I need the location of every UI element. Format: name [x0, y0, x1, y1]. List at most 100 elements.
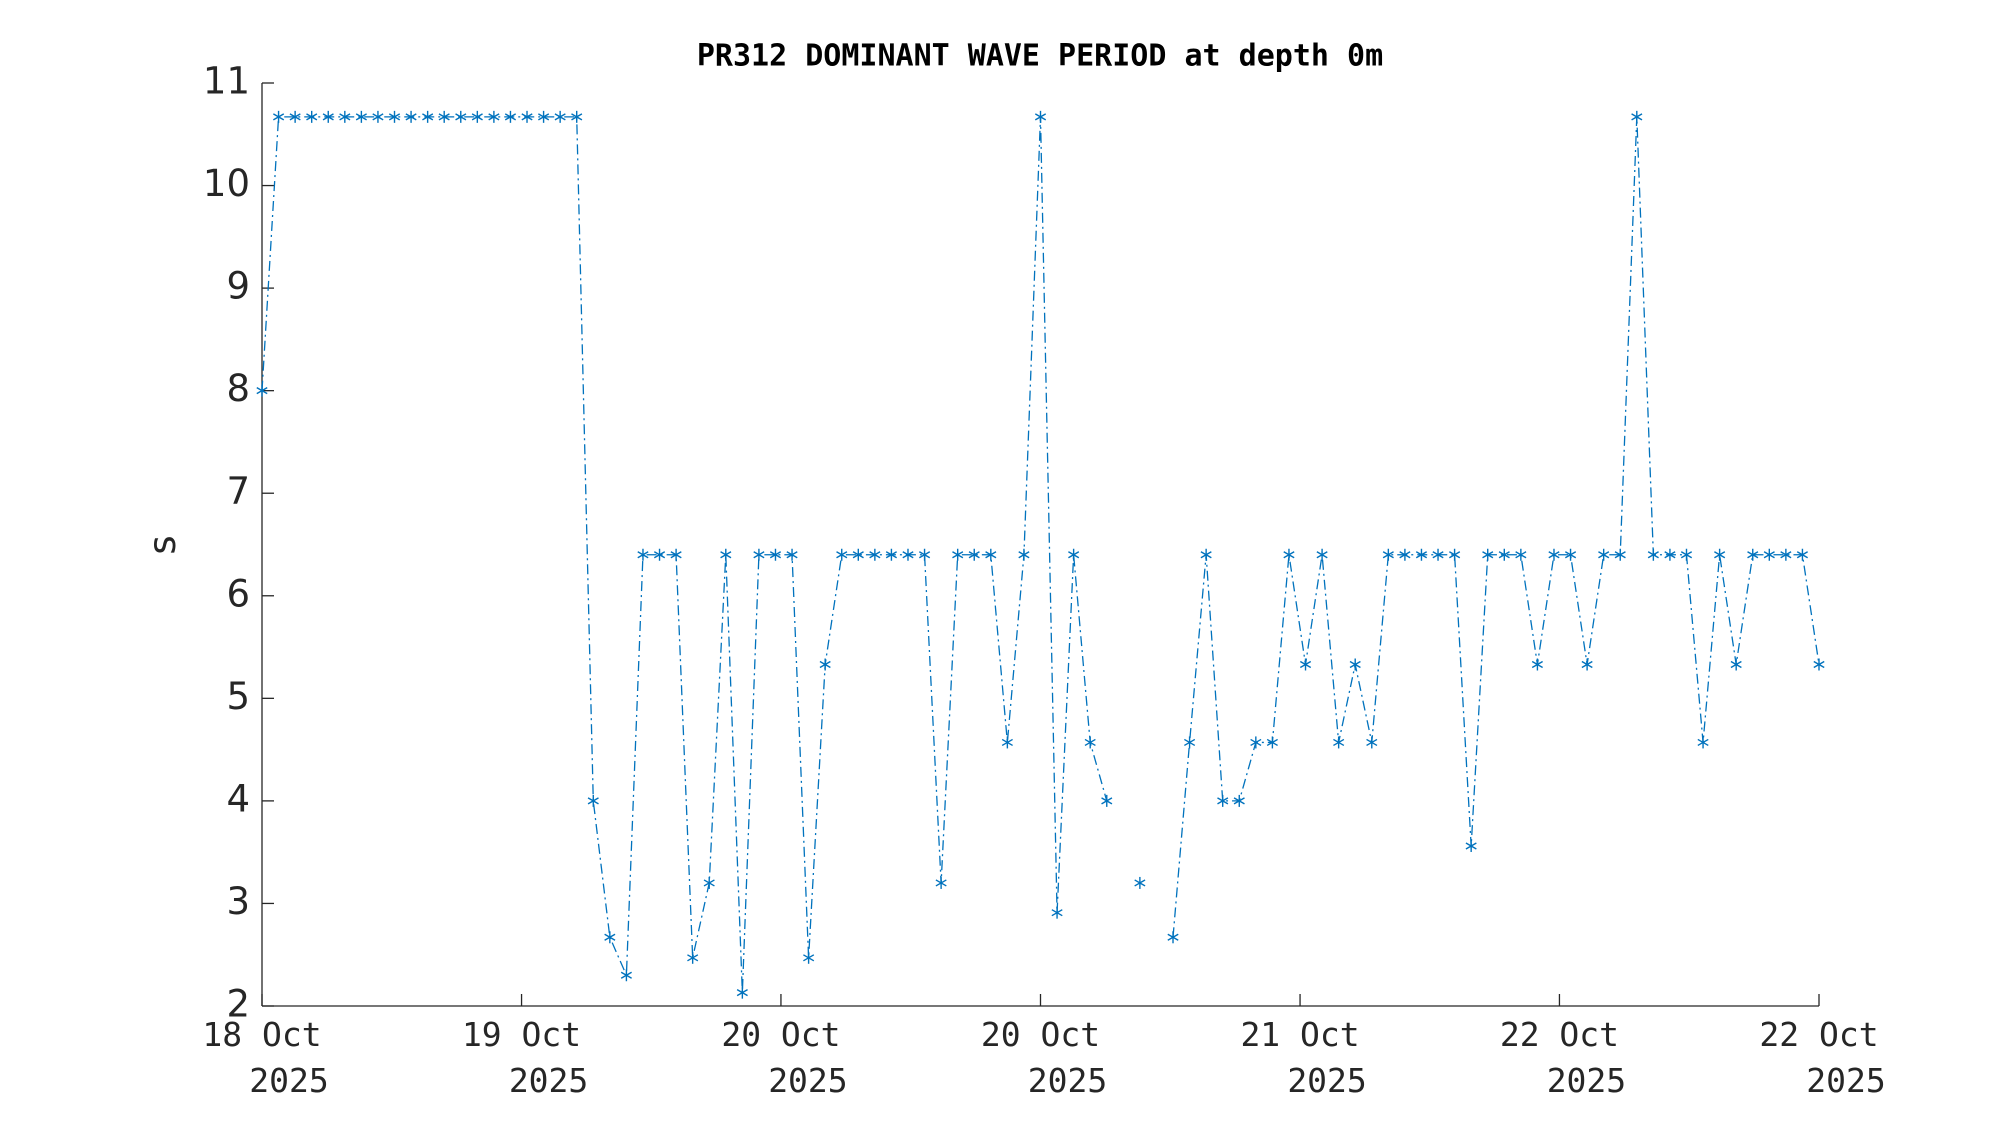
- data-marker: [1780, 548, 1792, 561]
- data-marker: [306, 110, 318, 123]
- x-tick-label: 20 Oct 2025: [981, 1015, 1107, 1100]
- data-marker: [1747, 548, 1759, 561]
- data-marker: [1647, 548, 1659, 561]
- data-marker: [952, 548, 964, 561]
- x-tick-label: 22 Oct 2025: [1759, 1015, 1885, 1100]
- data-marker: [670, 548, 682, 561]
- data-marker: [653, 548, 666, 561]
- data-marker: [836, 548, 848, 561]
- data-marker: [1068, 548, 1080, 561]
- data-marker: [289, 110, 301, 123]
- y-tick-label: 3: [226, 880, 250, 923]
- data-marker: [1813, 658, 1825, 671]
- data-marker: [968, 548, 980, 561]
- data-marker: [1382, 548, 1394, 561]
- data-marker: [438, 110, 450, 123]
- x-tick-label: 21 Oct 2025: [1240, 1015, 1366, 1100]
- data-marker: [422, 110, 434, 123]
- data-marker: [1051, 906, 1063, 919]
- data-marker: [339, 110, 351, 123]
- data-marker: [1598, 548, 1610, 561]
- data-marker: [1763, 548, 1775, 561]
- data-marker: [554, 110, 566, 123]
- data-marker: [405, 110, 417, 123]
- x-tick-label: 19 Oct 2025: [462, 1015, 588, 1100]
- y-axis-label: s: [141, 535, 184, 554]
- data-marker: [372, 110, 384, 123]
- data-marker: [786, 548, 798, 561]
- data-marker: [620, 969, 632, 982]
- data-marker: [1001, 736, 1013, 749]
- data-marker: [637, 548, 649, 561]
- y-tick-label: 6: [226, 572, 250, 615]
- data-marker: [985, 548, 997, 561]
- data-marker: [687, 951, 699, 964]
- data-marker: [1200, 548, 1212, 561]
- data-marker: [1564, 548, 1577, 561]
- data-marker: [538, 110, 550, 123]
- data-marker: [1697, 736, 1709, 749]
- data-marker: [587, 794, 599, 807]
- data-marker: [1184, 736, 1196, 749]
- data-marker: [720, 548, 732, 561]
- y-tick-label: 8: [226, 367, 250, 410]
- y-tick-label: 11: [203, 60, 250, 103]
- data-marker: [471, 110, 483, 123]
- data-marker: [1217, 794, 1229, 807]
- data-marker: [1796, 548, 1809, 561]
- y-tick-label: 10: [203, 162, 250, 205]
- data-marker: [1034, 110, 1047, 123]
- data-marker: [1680, 548, 1693, 561]
- data-marker: [1366, 736, 1378, 749]
- data-marker: [1664, 548, 1676, 561]
- data-marker: [1299, 658, 1312, 671]
- data-marker: [521, 110, 533, 123]
- data-marker: [902, 548, 914, 561]
- data-marker: [918, 548, 931, 561]
- data-marker: [1432, 548, 1444, 561]
- data-marker: [1316, 548, 1328, 561]
- data-marker: [1415, 548, 1428, 561]
- x-tick-label: 22 Oct 2025: [1500, 1015, 1626, 1100]
- data-line: [261, 116, 1820, 993]
- data-marker: [819, 658, 831, 671]
- data-marker: [1333, 736, 1345, 749]
- data-marker: [455, 110, 467, 123]
- y-tick-label: 9: [226, 265, 250, 308]
- data-marker: [488, 110, 500, 123]
- x-tick-label: 20 Oct 2025: [721, 1015, 847, 1100]
- y-tick-label: 5: [226, 675, 250, 718]
- data-marker: [753, 548, 765, 561]
- data-marker: [1465, 840, 1477, 853]
- data-marker: [885, 548, 897, 561]
- y-tick-label: 7: [226, 470, 250, 513]
- data-marker: [1134, 876, 1146, 889]
- data-marker: [1084, 736, 1096, 749]
- data-marker: [604, 931, 616, 944]
- data-marker: [852, 548, 864, 561]
- chart-title: PR312 DOMINANT WAVE PERIOD at depth 0m: [697, 39, 1383, 74]
- data-marker: [1631, 110, 1643, 123]
- y-tick-label: 2: [226, 983, 250, 1026]
- data-marker: [869, 548, 881, 561]
- data-marker: [272, 110, 285, 123]
- x-tick-label: 18 Oct 2025: [202, 1015, 328, 1100]
- data-marker: [388, 110, 401, 123]
- data-marker: [256, 384, 268, 397]
- data-marker: [935, 876, 947, 889]
- data-marker: [504, 110, 517, 123]
- data-marker: [736, 986, 748, 999]
- data-marker: [1018, 548, 1030, 561]
- data-marker: [1498, 548, 1510, 561]
- data-marker: [1730, 658, 1742, 671]
- data-marker: [1233, 794, 1245, 807]
- data-marker: [1531, 658, 1543, 671]
- data-marker: [1515, 548, 1527, 561]
- data-marker: [571, 110, 583, 123]
- data-marker: [1449, 548, 1461, 561]
- data-marker: [1101, 794, 1113, 807]
- data-marker: [1614, 548, 1626, 561]
- data-marker: [1482, 548, 1494, 561]
- data-marker: [1167, 931, 1179, 944]
